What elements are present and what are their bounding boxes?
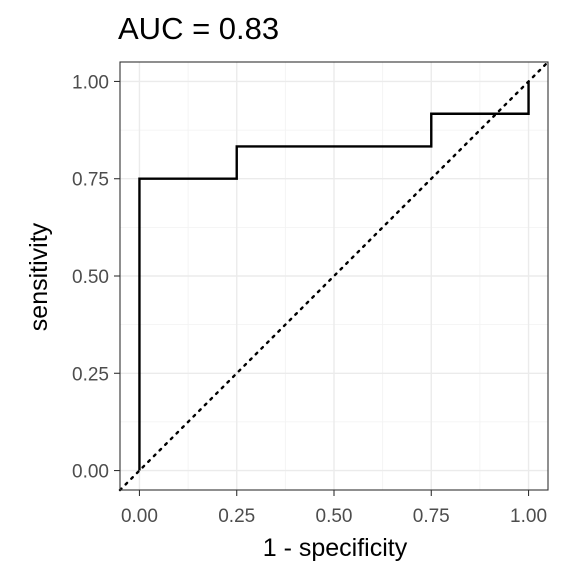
y-tick-label: 0.75 <box>72 170 109 191</box>
plot-data <box>118 60 550 492</box>
x-tick-label: 1.00 <box>510 506 547 527</box>
y-tick-label: 0.50 <box>72 267 109 288</box>
y-tick-label: 0.25 <box>72 364 109 385</box>
roc-curve <box>138 81 530 471</box>
reference-diagonal-line <box>118 60 550 492</box>
x-tick-label: 0.50 <box>316 506 353 527</box>
x-tick-label: 0.75 <box>413 506 450 527</box>
x-axis-title: 1 - specificity <box>263 534 408 562</box>
x-tick-label: 0.00 <box>121 506 158 527</box>
x-tick-label: 0.25 <box>218 506 255 527</box>
y-tick-label: 1.00 <box>72 72 109 93</box>
axes: 0.00 0.25 0.50 0.75 1.00 0.00 0.25 0.50 0.75 1.00 <box>72 72 547 527</box>
y-axis-title: sensitivity <box>25 222 53 331</box>
y-tick-label: 0.00 <box>72 462 109 483</box>
chart-title: AUC = 0.83 <box>118 11 279 46</box>
